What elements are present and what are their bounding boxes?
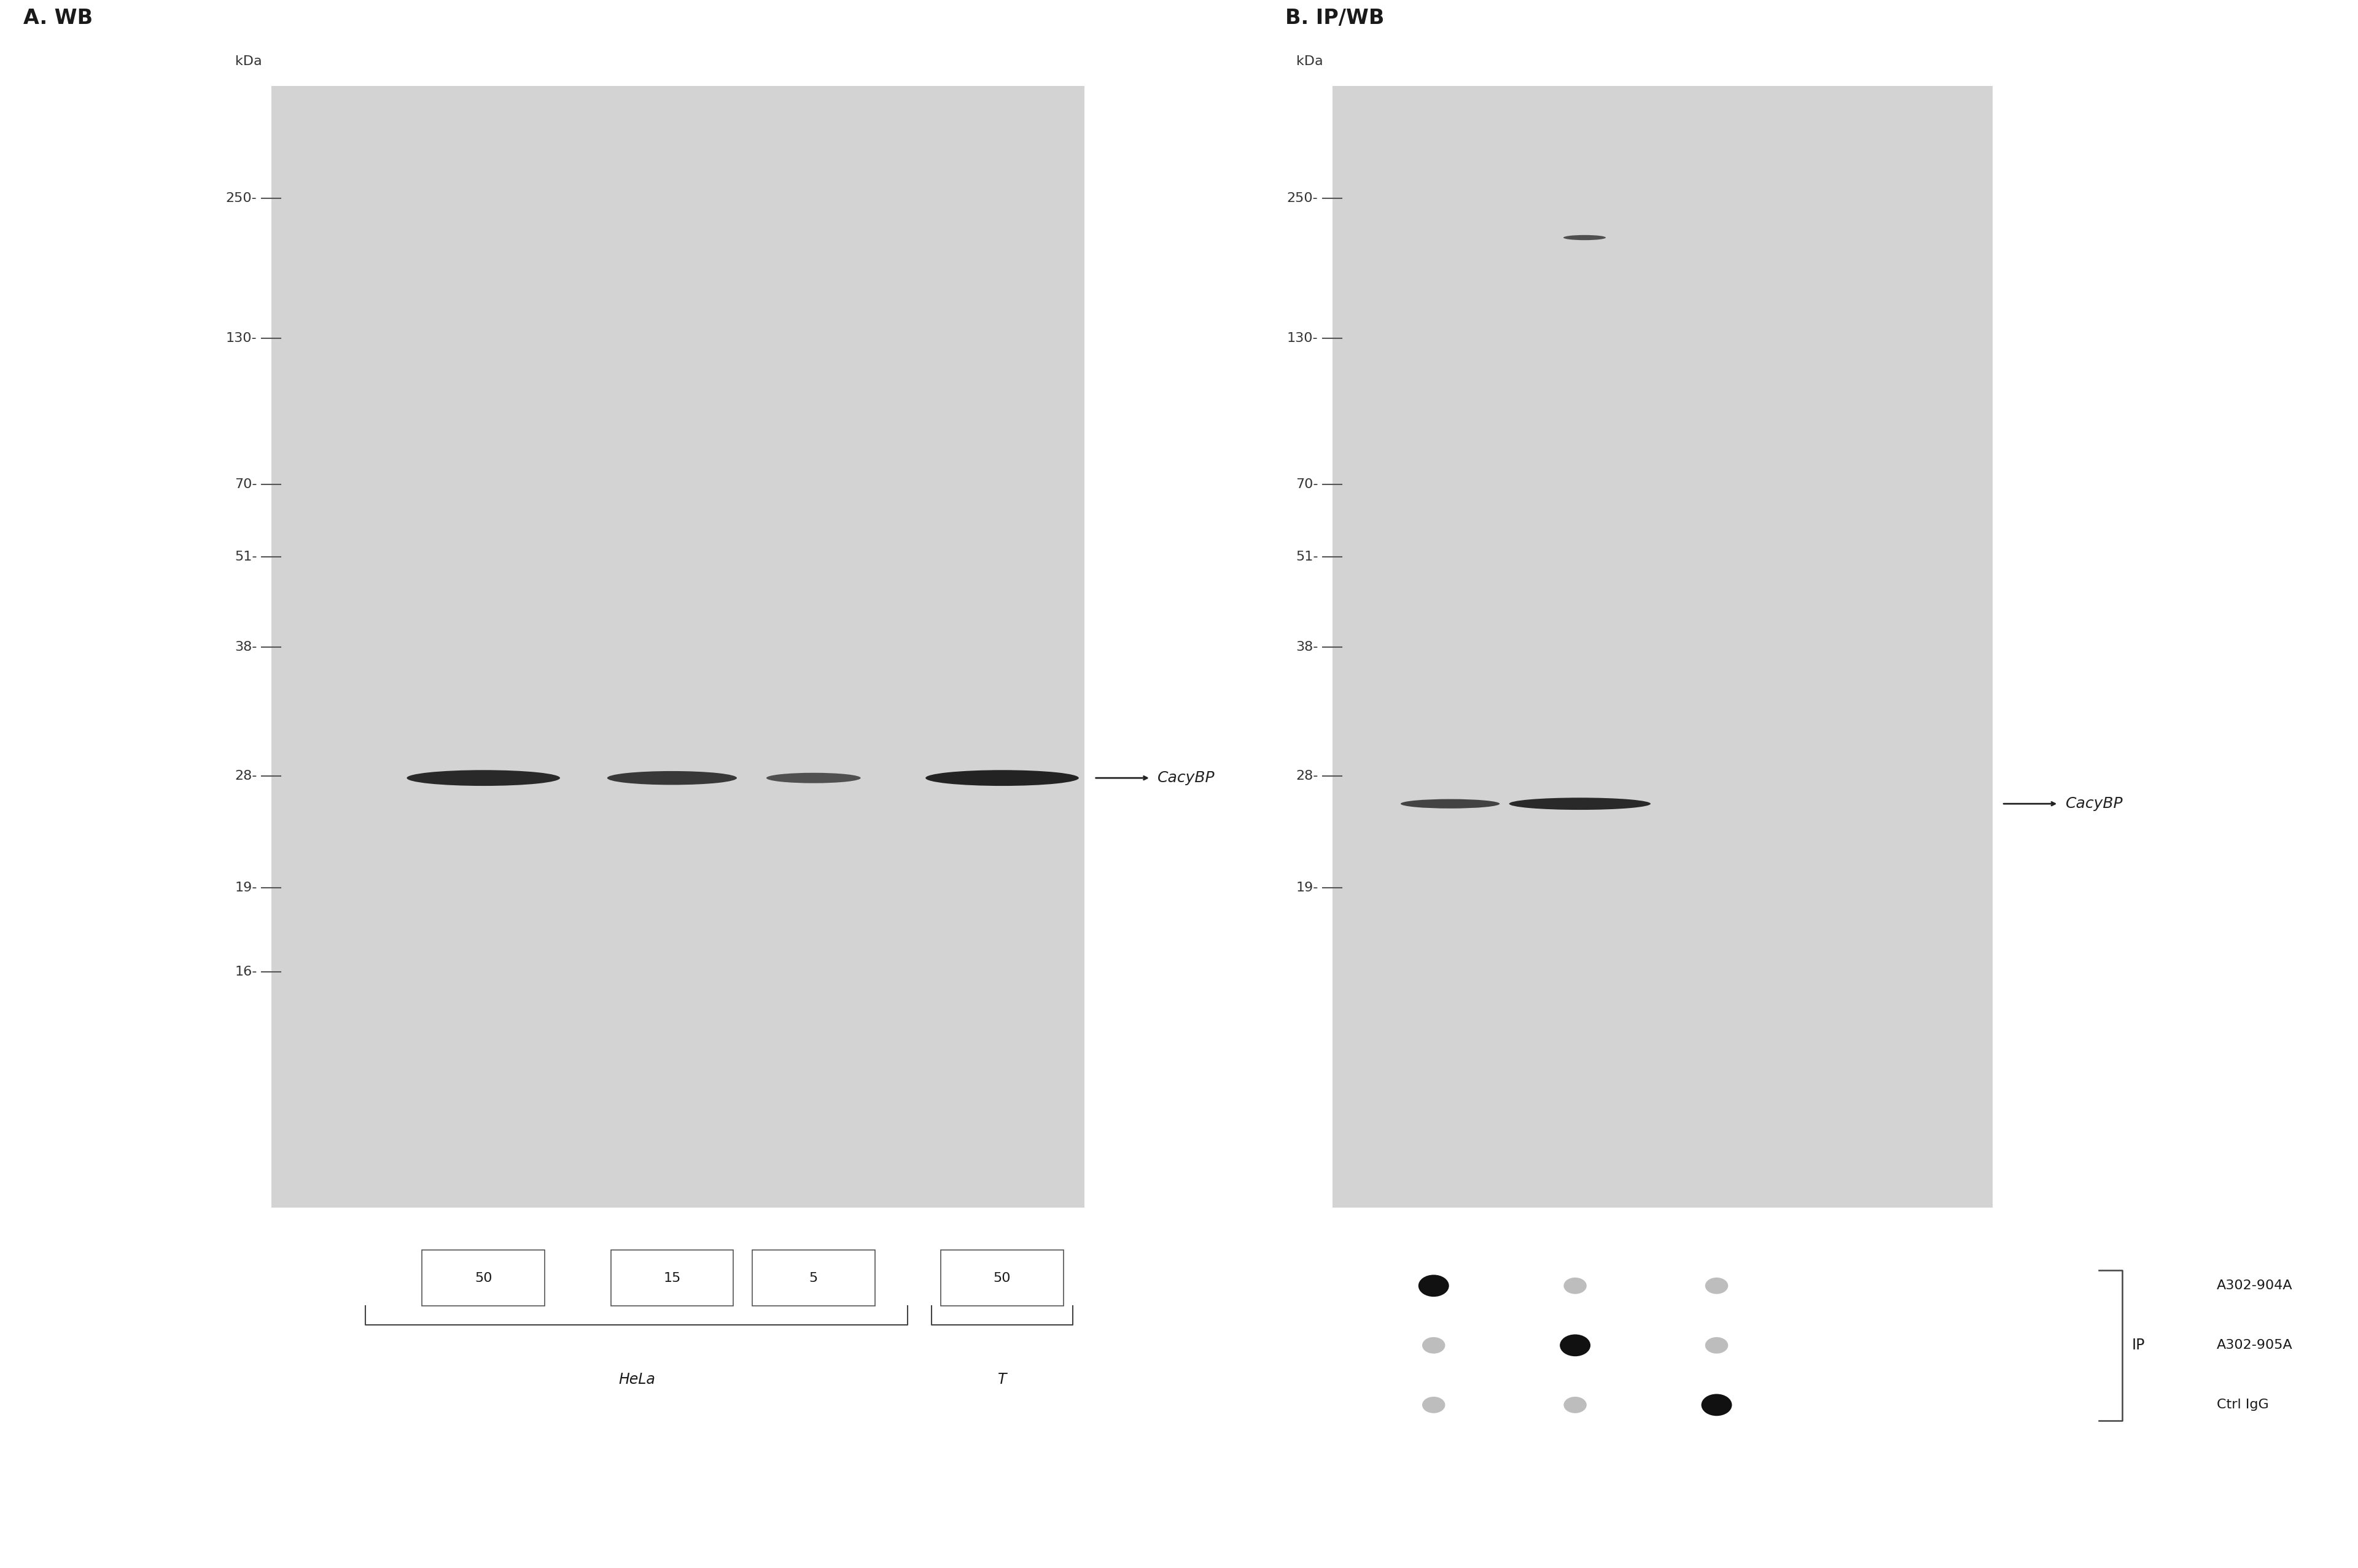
Text: 50: 50 [474, 1272, 493, 1284]
Text: 19-: 19- [236, 881, 257, 894]
Text: kDa: kDa [236, 55, 262, 67]
Ellipse shape [1705, 1338, 1728, 1353]
Ellipse shape [1401, 800, 1500, 809]
Bar [271, 86, 1085, 1207]
Ellipse shape [1563, 1397, 1587, 1413]
Text: A. WB: A. WB [24, 8, 92, 28]
FancyBboxPatch shape [611, 1250, 733, 1306]
Text: 15: 15 [663, 1272, 681, 1284]
Ellipse shape [924, 770, 1078, 786]
Text: 38-: 38- [1297, 641, 1318, 652]
Text: 5: 5 [809, 1272, 818, 1284]
Ellipse shape [1417, 1275, 1448, 1297]
FancyBboxPatch shape [941, 1250, 1063, 1306]
FancyBboxPatch shape [752, 1250, 875, 1306]
Text: 130-: 130- [226, 332, 257, 345]
Bar [1332, 86, 1993, 1207]
Text: Ctrl IgG: Ctrl IgG [2217, 1399, 2268, 1411]
Ellipse shape [1422, 1338, 1445, 1353]
Text: 28-: 28- [236, 770, 257, 782]
Text: HeLa: HeLa [618, 1372, 656, 1386]
Text: 250-: 250- [226, 193, 257, 204]
Text: 70-: 70- [1295, 478, 1318, 491]
Text: CacyBP: CacyBP [1158, 770, 1214, 786]
Ellipse shape [606, 771, 736, 786]
Text: 50: 50 [993, 1272, 1012, 1284]
Ellipse shape [1509, 798, 1651, 809]
Text: T: T [997, 1372, 1007, 1386]
Text: 19-: 19- [1297, 881, 1318, 894]
Text: CacyBP: CacyBP [2066, 797, 2122, 811]
Ellipse shape [1563, 235, 1606, 240]
Text: IP: IP [2132, 1338, 2146, 1353]
Text: 51-: 51- [233, 550, 257, 563]
Text: 70-: 70- [233, 478, 257, 491]
Ellipse shape [766, 773, 861, 782]
Ellipse shape [406, 770, 561, 786]
Text: B. IP/WB: B. IP/WB [1285, 8, 1384, 28]
Text: 38-: 38- [236, 641, 257, 652]
Ellipse shape [1563, 1278, 1587, 1294]
Ellipse shape [1422, 1397, 1445, 1413]
Ellipse shape [1561, 1334, 1592, 1356]
Text: 130-: 130- [1287, 332, 1318, 345]
Text: 16-: 16- [236, 966, 257, 978]
Text: kDa: kDa [1297, 55, 1323, 67]
Ellipse shape [1705, 1278, 1728, 1294]
FancyBboxPatch shape [422, 1250, 545, 1306]
Text: 28-: 28- [1297, 770, 1318, 782]
Text: 250-: 250- [1287, 193, 1318, 204]
Text: A302-904A: A302-904A [2217, 1279, 2292, 1292]
Text: 51-: 51- [1295, 550, 1318, 563]
Text: A302-905A: A302-905A [2217, 1339, 2292, 1352]
Ellipse shape [1700, 1394, 1731, 1416]
